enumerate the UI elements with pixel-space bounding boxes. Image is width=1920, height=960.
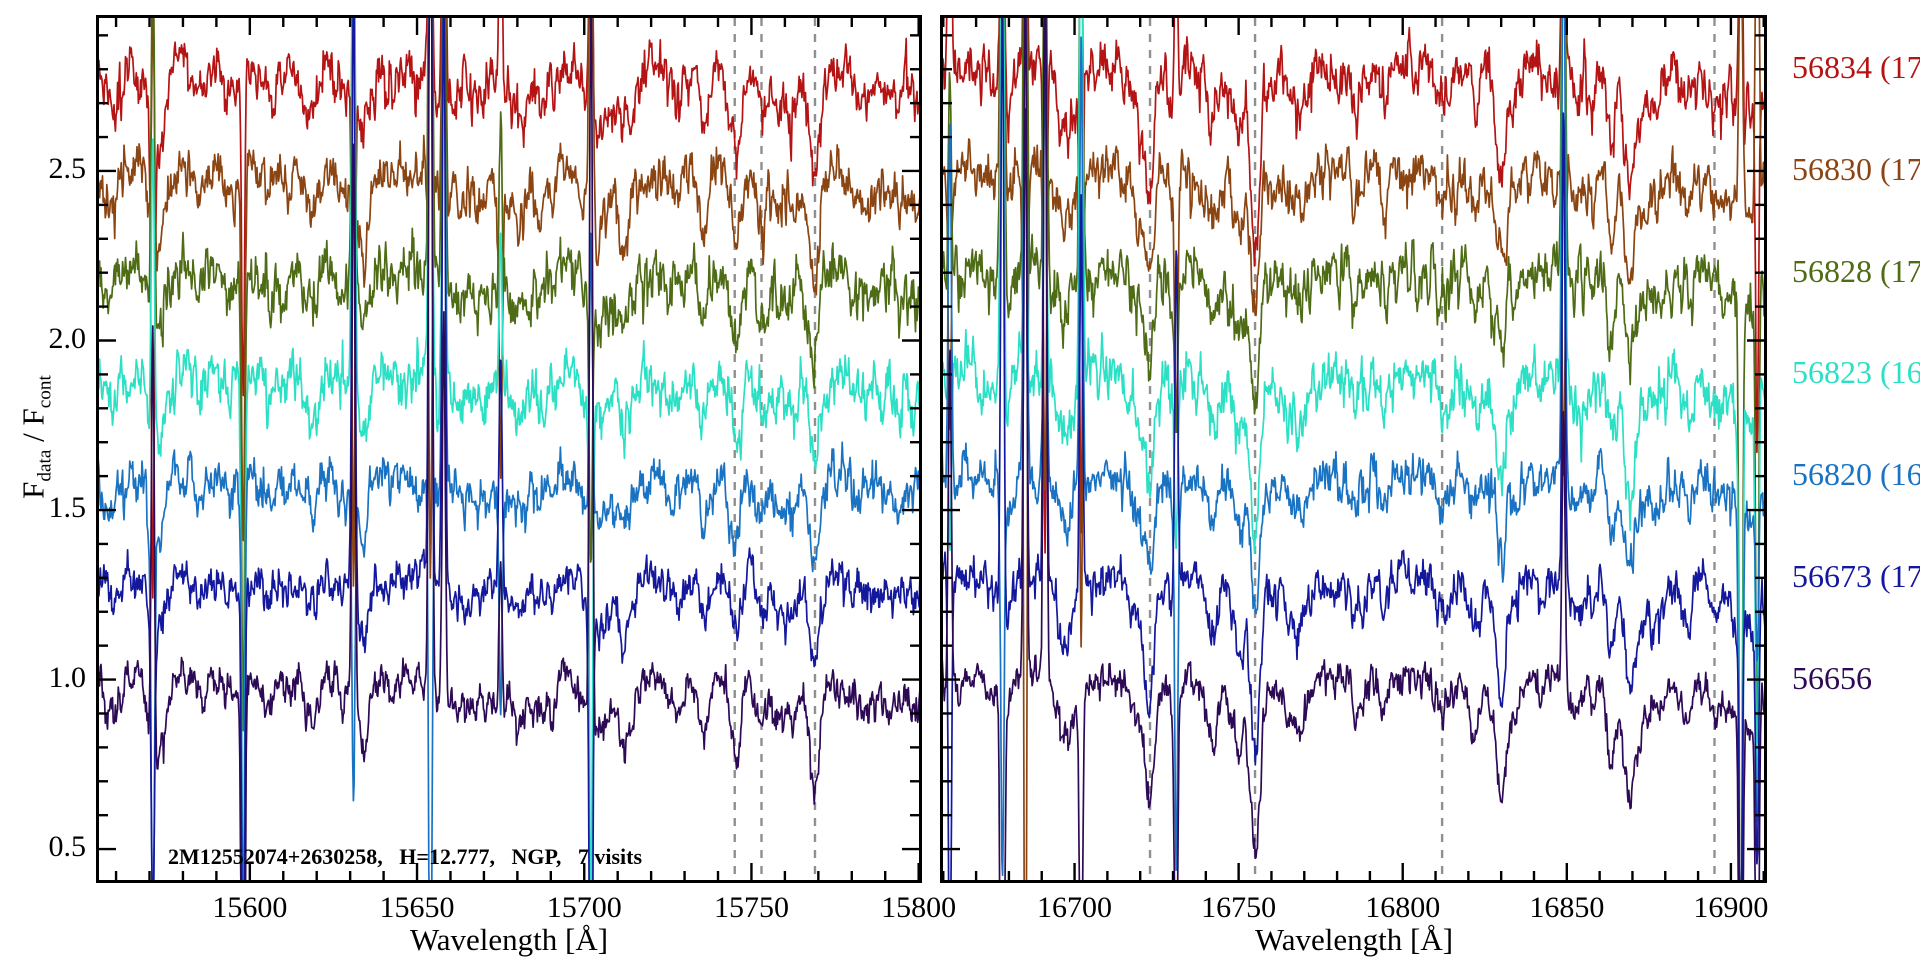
spectrum-line	[99, 18, 919, 880]
x-tick-label: 16800	[1365, 891, 1441, 924]
panel-border	[940, 15, 1767, 883]
spectrum-line	[943, 18, 1764, 554]
target-annotation: 2M12552074+2630258, H=12.777, NGP, 7 vis…	[168, 844, 643, 869]
spectrum-line	[99, 18, 919, 587]
spectrum-line	[943, 18, 1764, 880]
x-axis-label-right: Wavelength [Å]	[1254, 922, 1454, 957]
x-tick-label: 16700	[1037, 891, 1113, 924]
y-axis-label: Fdata / Fcont	[15, 375, 56, 499]
series-label: 56820 (164)	[1792, 456, 1920, 493]
right-panel-plot	[940, 15, 1767, 883]
y-tick-label: 1.0	[48, 660, 87, 694]
x-tick-label: 15700	[546, 891, 622, 924]
spectrum-line	[943, 18, 1764, 880]
y-axis-label-sub-data: data	[34, 449, 56, 482]
x-tick-label: 15800	[881, 891, 957, 924]
y-axis-label-f2: F	[15, 408, 51, 426]
spectrum-line	[99, 18, 919, 880]
x-axis-label-left: Wavelength [Å]	[409, 922, 609, 957]
panel-border	[96, 15, 922, 883]
x-tick-label: 15600	[212, 891, 288, 924]
spectrum-line	[99, 18, 919, 732]
spectrum-line	[943, 18, 1764, 880]
spectrum-line	[943, 18, 1764, 880]
spectrum-line	[943, 18, 1764, 880]
spectrum-line	[99, 18, 919, 880]
series-label: 56828 (172)	[1792, 252, 1920, 289]
y-tick-label: 1.5	[48, 491, 87, 525]
y-tick-label: 0.5	[48, 830, 87, 864]
x-tick-label: 15750	[713, 891, 789, 924]
y-tick-label: 2.5	[48, 151, 87, 185]
series-label: 56656	[1792, 659, 1872, 696]
spectrum-line	[99, 18, 919, 599]
series-label: 56823 (167)	[1792, 354, 1920, 391]
y-tick-label: 2.0	[48, 321, 87, 355]
spectrum-line	[943, 18, 1764, 880]
series-label: 56830 (174)	[1792, 150, 1920, 187]
y-axis-label-sub-cont: cont	[34, 375, 56, 409]
left-panel-plot	[96, 15, 922, 883]
series-label: 56673 (17)	[1792, 557, 1920, 594]
spectrum-line	[99, 18, 919, 880]
x-tick-label: 15650	[379, 891, 455, 924]
x-tick-label: 16850	[1529, 891, 1605, 924]
series-label: 56834 (178)	[1792, 49, 1920, 86]
y-axis-label-sep: /	[15, 425, 51, 450]
x-tick-label: 16900	[1693, 891, 1769, 924]
x-tick-label: 16750	[1201, 891, 1277, 924]
